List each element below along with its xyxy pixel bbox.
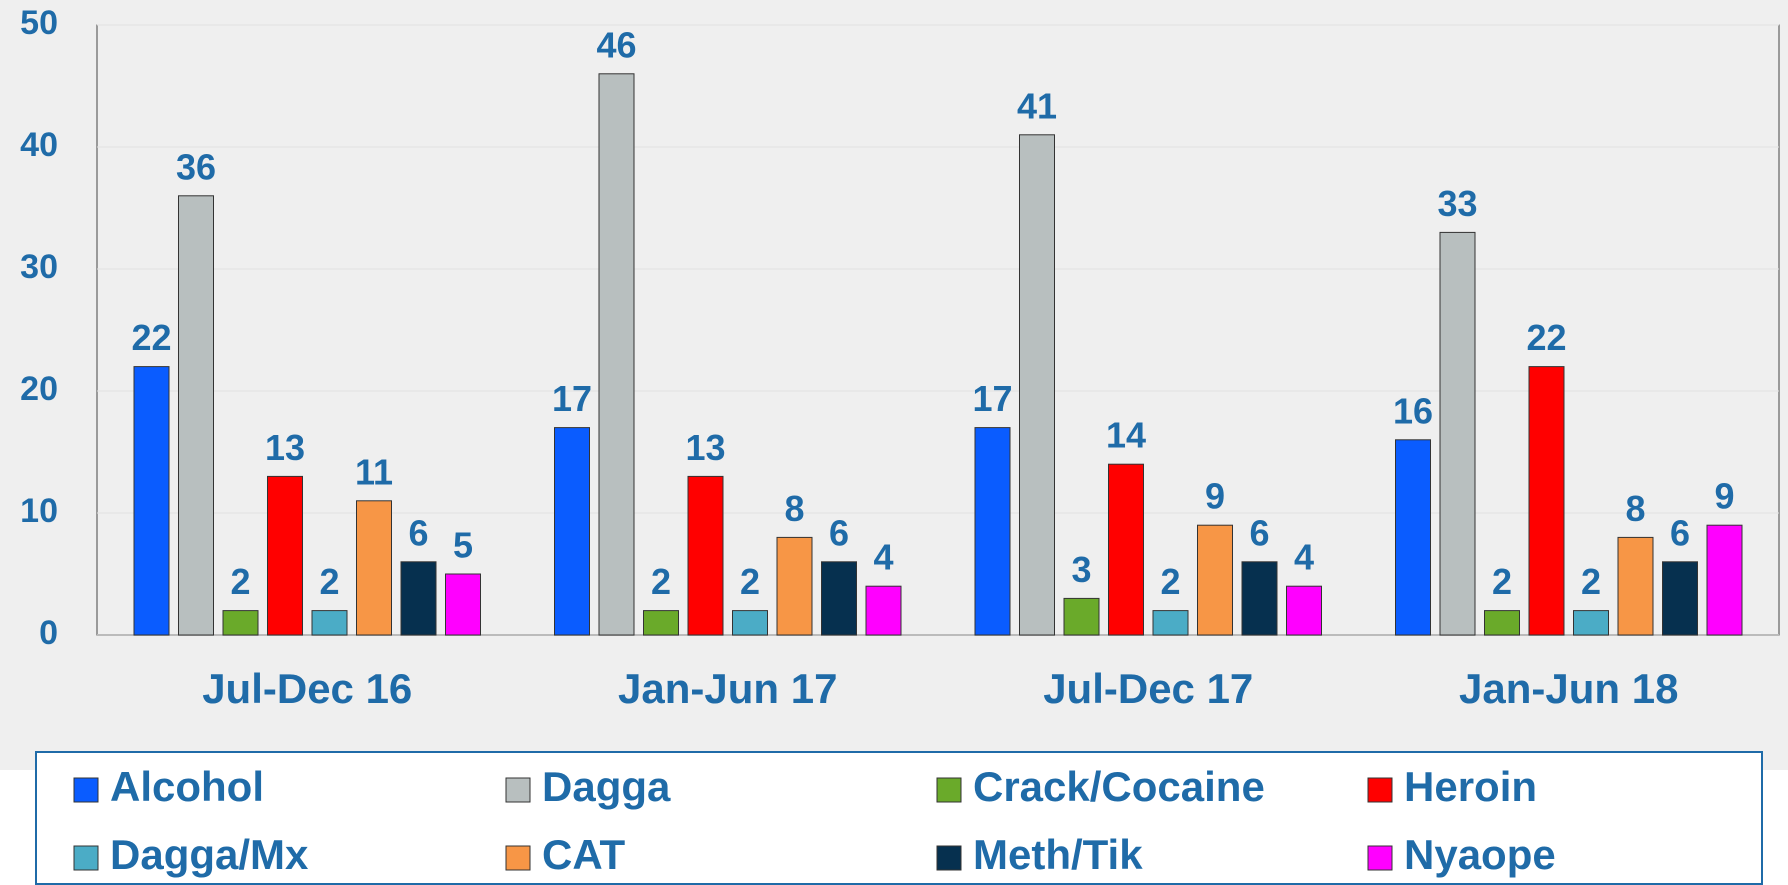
legend-label: Nyaope [1404,831,1556,878]
bar [554,427,590,636]
bar [821,561,857,636]
data-label: 36 [176,146,216,187]
bar [356,500,392,636]
y-tick-label: 20 [20,370,58,408]
data-label: 4 [1294,537,1314,578]
bar [445,573,481,636]
legend-label: Dagga [542,763,671,810]
data-label: 6 [1249,512,1269,553]
legend-swatch [73,777,99,803]
bar [1395,439,1431,636]
bar [1484,610,1520,636]
data-label: 41 [1017,85,1057,126]
y-tick-label: 50 [20,4,58,42]
legend-swatch [936,845,962,871]
legend [35,751,1763,885]
bar [865,585,902,636]
data-label: 4 [873,537,893,578]
legend-label: CAT [542,831,626,878]
legend-swatch [73,845,99,871]
data-label: 13 [685,427,725,468]
data-label: 6 [408,512,428,553]
data-label: 22 [1526,317,1566,358]
legend-label: Dagga/Mx [110,831,309,878]
data-label: 9 [1205,476,1225,517]
bar [267,475,303,636]
bar [1063,597,1100,636]
data-label: 8 [1625,488,1645,529]
x-tick-label: Jul-Dec 16 [202,665,412,712]
data-label: 14 [1106,415,1146,456]
bar [133,366,170,636]
legend-label: Heroin [1404,763,1537,810]
data-label: 3 [1071,549,1091,590]
data-label: 46 [596,24,636,65]
bar [1152,610,1189,636]
data-label: 8 [784,488,804,529]
bar [1241,561,1278,636]
legend-swatch [505,845,531,871]
data-label: 2 [1581,561,1601,602]
x-tick-label: Jul-Dec 17 [1043,665,1253,712]
bar [1197,524,1233,636]
bar [1662,561,1698,636]
bar [643,610,679,636]
legend-swatch [505,777,531,803]
data-label: 2 [319,561,339,602]
bar [222,610,259,636]
bar [311,610,348,636]
bar [400,561,437,636]
data-label: 2 [1492,561,1512,602]
data-label: 2 [1160,561,1180,602]
bar [1573,610,1609,636]
bar [1706,524,1743,636]
data-label: 17 [552,378,592,419]
x-tick-label: Jan-Jun 17 [618,665,837,712]
legend-swatch [1367,777,1393,803]
bar [598,73,635,636]
bar [1286,585,1322,636]
data-label: 17 [972,378,1012,419]
y-tick-label: 0 [39,614,58,652]
legend-label: Alcohol [110,763,264,810]
data-label: 13 [265,427,305,468]
bar [1528,366,1565,636]
data-label: 9 [1714,476,1734,517]
bar [178,195,214,636]
legend-swatch [1367,845,1393,871]
bar [776,536,813,636]
bar [974,427,1011,636]
bar [1108,463,1144,636]
y-tick-label: 40 [20,126,58,164]
data-label: 2 [230,561,250,602]
bar [1439,231,1476,636]
data-label: 16 [1393,390,1433,431]
data-label: 6 [829,512,849,553]
y-tick-label: 10 [20,492,58,530]
data-label: 2 [651,561,671,602]
bar [732,610,768,636]
data-label: 11 [355,451,393,492]
legend-label: Crack/Cocaine [973,763,1265,810]
x-tick-label: Jan-Jun 18 [1459,665,1678,712]
legend-swatch [936,777,962,803]
bar [687,475,724,636]
data-label: 2 [740,561,760,602]
data-label: 5 [453,525,473,566]
bar [1617,536,1654,636]
data-label: 6 [1670,512,1690,553]
bar [1019,134,1055,636]
legend-label: Meth/Tik [973,831,1143,878]
data-label: 22 [131,317,171,358]
y-tick-label: 30 [20,248,58,286]
data-label: 33 [1437,183,1477,224]
